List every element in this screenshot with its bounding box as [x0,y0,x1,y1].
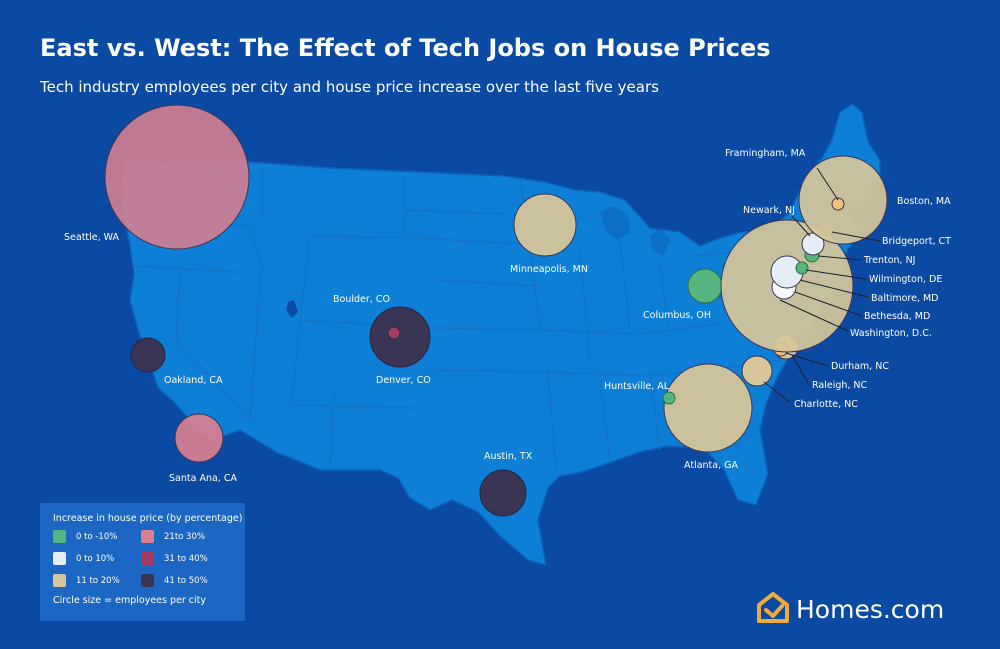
legend-swatch [53,530,66,543]
bubble-austin[interactable] [479,469,527,517]
label-austin: Austin, TX [484,451,533,462]
legend-items: 0 to -10% 21to 30% 0 to 10% 31 to 40% 11… [53,530,245,587]
bubble-atlanta[interactable] [663,363,753,453]
label-minneapolis: Minneapolis, MN [510,264,588,275]
bubble-charlotte[interactable] [741,355,773,387]
legend-swatch [53,574,66,587]
page-subtitle: Tech industry employees per city and hou… [40,78,659,96]
homes-logo[interactable]: Homes.com [756,590,944,629]
bubble-framingham[interactable] [831,197,845,211]
bubble-santa-ana[interactable] [174,413,224,463]
brand-name: Homes [796,595,883,624]
legend-label: 21to 30% [164,531,205,542]
legend: Increase in house price (by percentage) … [40,503,245,621]
bubble-columbus[interactable] [687,268,723,304]
label-framingham: Framingham, MA [725,148,806,159]
legend-label: 0 to 10% [76,553,115,564]
label-trenton: Trenton, NJ [863,255,915,266]
legend-swatch [141,530,154,543]
bubble-denver[interactable] [369,306,431,368]
legend-size-note: Circle size = employees per city [53,595,206,606]
great-salt-lake [286,300,298,318]
bubble-boulder[interactable] [387,326,401,340]
legend-swatch [53,552,66,565]
label-oakland: Oakland, CA [164,375,223,386]
label-boulder: Boulder, CO [333,294,390,305]
house-icon [756,590,790,629]
label-bridgeport: Bridgeport, CT [882,236,951,247]
brand-domain: .com [882,595,945,624]
label-raleigh: Raleigh, NC [812,380,868,391]
bubble-minneapolis[interactable] [513,193,577,257]
us-outline [121,103,881,567]
legend-swatch [141,574,154,587]
legend-swatch [141,552,154,565]
label-bethesda: Bethesda, MD [864,311,930,322]
label-wilmington: Wilmington, DE [869,274,942,285]
label-seattle: Seattle, WA [64,232,120,243]
label-washington-dc: Washington, D.C. [850,328,932,339]
label-denver: Denver, CO [376,375,431,386]
label-durham: Durham, NC [831,361,889,372]
legend-item: 21to 30% [141,530,231,543]
label-atlanta: Atlanta, GA [684,460,738,471]
label-boston: Boston, MA [897,196,951,207]
bubble-wilmington[interactable] [795,261,809,275]
great-lakes [600,206,630,240]
bubble-newark[interactable] [801,232,825,256]
label-columbus: Columbus, OH [643,310,711,321]
legend-item: 31 to 40% [141,552,231,565]
legend-title: Increase in house price (by percentage) [53,513,243,524]
label-baltimore: Baltimore, MD [871,293,939,304]
label-santa-ana: Santa Ana, CA [169,473,237,484]
legend-item: 0 to -10% [53,530,141,543]
legend-label: 11 to 20% [76,575,120,586]
bubble-huntsville[interactable] [662,391,676,405]
legend-label: 0 to -10% [76,531,118,542]
label-huntsville: Huntsville, AL [604,381,670,392]
legend-item: 41 to 50% [141,574,231,587]
bubble-oakland[interactable] [130,337,166,373]
label-newark: Newark, NJ [743,205,795,216]
legend-label: 31 to 40% [164,553,208,564]
legend-label: 41 to 50% [164,575,208,586]
label-charlotte: Charlotte, NC [794,399,858,410]
lake-michigan-east [650,228,670,256]
legend-item: 11 to 20% [53,574,141,587]
legend-item: 0 to 10% [53,552,141,565]
page-title: East vs. West: The Effect of Tech Jobs o… [40,34,771,62]
us-landmass [121,103,881,567]
brand-wordmark: Homes.com [796,595,944,624]
leader-lines [763,167,881,403]
bubble-seattle[interactable] [104,104,250,250]
